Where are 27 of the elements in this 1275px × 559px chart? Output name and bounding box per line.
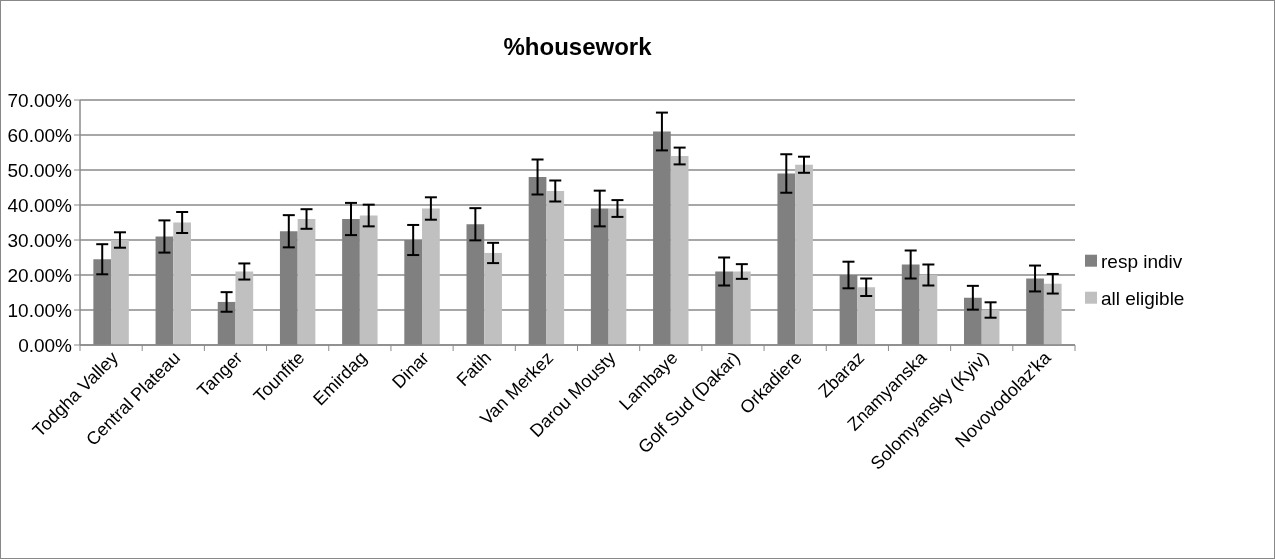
bar <box>981 310 1000 345</box>
bar <box>732 271 751 345</box>
bar <box>608 208 627 345</box>
y-tick-label: 20.00% <box>7 264 73 286</box>
bar <box>173 222 191 345</box>
y-tick-label: 60.00% <box>7 124 73 146</box>
y-tick-label: 10.00% <box>7 299 73 321</box>
bar <box>422 208 440 345</box>
bar <box>546 191 565 345</box>
bar <box>359 215 378 345</box>
y-tick-label: 0.00% <box>18 334 73 356</box>
bar <box>297 219 316 345</box>
legend-label: resp indiv <box>1101 251 1183 273</box>
legend-label: all eligible <box>1101 288 1185 310</box>
bar <box>670 156 689 345</box>
y-tick-label: 50.00% <box>7 159 73 181</box>
y-tick-label: 40.00% <box>7 194 73 216</box>
bar <box>795 164 813 345</box>
bar <box>857 287 876 345</box>
y-tick-label: 70.00% <box>7 89 73 111</box>
bar <box>919 275 938 345</box>
bar <box>111 240 129 345</box>
bar <box>1043 283 1062 345</box>
bar <box>484 252 502 345</box>
bar <box>235 271 254 345</box>
chart-title: %housework <box>503 33 653 60</box>
y-tick-label: 30.00% <box>7 229 73 251</box>
